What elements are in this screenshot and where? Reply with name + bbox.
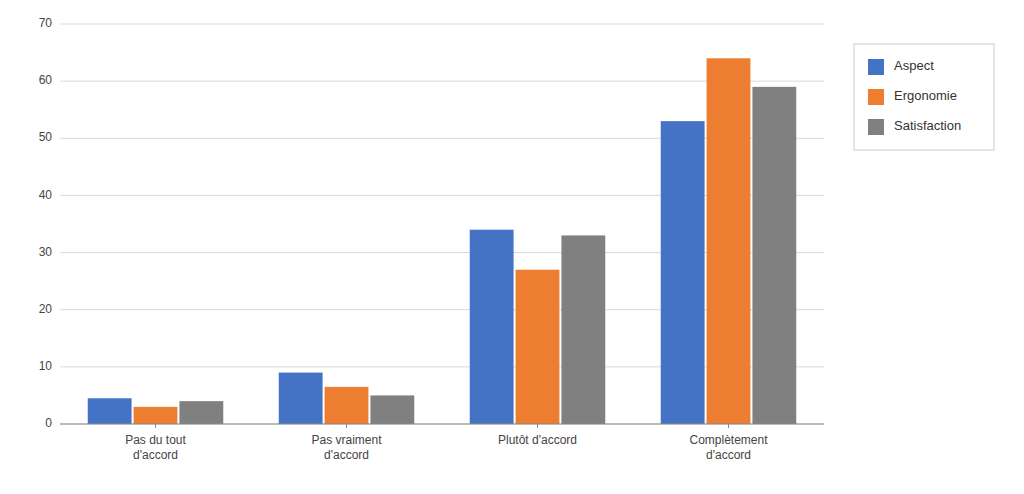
y-tick-label: 10 [39,359,53,373]
x-tick-label: Pas du toutd'accord [125,433,186,462]
chart: 010203040506070Pas du toutd'accordPas vr… [0,0,1024,494]
legend: Aspect Ergonomie Satisfaction [854,44,994,150]
x-tick-label: Plutôt d'accord [498,433,577,447]
legend-swatch [868,59,884,75]
bars [88,58,797,424]
x-tick-label-line: d'accord [706,448,751,462]
bar [325,387,369,424]
x-tick-label-line: Pas vraiment [311,433,382,447]
bar [707,58,751,424]
y-tick-label: 0 [45,416,52,430]
x-tick-label-line: d'accord [324,448,369,462]
legend-box [854,44,994,150]
y-tick-label: 20 [39,302,53,316]
x-tick-label-line: Plutôt d'accord [498,433,577,447]
grid-line [60,24,824,25]
x-tick-label-line: d'accord [133,448,178,462]
x-tick [155,424,156,428]
y-tick-label: 40 [39,188,53,202]
legend-label: Aspect [894,58,934,73]
x-tick-label: Complètementd'accord [689,433,768,462]
bar [179,401,223,424]
bar [752,87,796,424]
y-tick-label: 30 [39,245,53,259]
y-tick-label: 50 [39,130,53,144]
bar [370,395,414,424]
legend-swatch [868,119,884,135]
bar [134,407,178,424]
bar [470,230,514,424]
bar [561,235,605,424]
bar [88,398,132,424]
x-tick-label: Pas vraimentd'accord [311,433,382,462]
y-axis: 0 10 20 30 40 50 60 70 [39,16,53,430]
bar [516,270,560,424]
grid-line [60,424,824,425]
bar [661,121,705,424]
bar [279,373,323,424]
x-axis: Pas du toutd'accordPas vraimentd'accordP… [60,424,824,462]
x-tick [728,424,729,428]
x-tick-label-line: Pas du tout [125,433,186,447]
y-tick-label: 60 [39,73,53,87]
x-axis-line [60,424,824,425]
x-tick [537,424,538,428]
y-tick-label: 70 [39,16,53,30]
legend-label: Ergonomie [894,88,957,103]
legend-label: Satisfaction [894,118,961,133]
legend-swatch [868,89,884,105]
grid [60,24,824,424]
x-tick [346,424,347,428]
x-tick-label-line: Complètement [689,433,768,447]
